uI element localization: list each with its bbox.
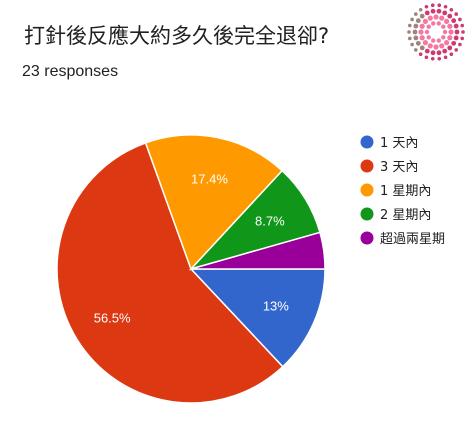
question-title: 打針後反應大約多久後完全退卻? [24, 24, 330, 48]
legend-swatch [360, 231, 374, 245]
pie-slice[interactable] [190, 231, 326, 270]
legend-label: 1 星期內 [380, 184, 431, 199]
legend-swatch [360, 207, 374, 221]
response-count: 23 responses [22, 63, 119, 80]
slice-label: 17.4% [191, 171, 228, 186]
slice-label: 13% [263, 299, 289, 314]
legend-swatch [360, 159, 374, 173]
pie-slice[interactable] [56, 141, 284, 404]
legend-swatch [360, 183, 374, 197]
floral-ring-logo-icon [407, 3, 465, 61]
slice-label: 8.7% [255, 214, 285, 229]
legend-label: 2 星期內 [380, 208, 431, 223]
slice-label: 56.5% [94, 310, 131, 325]
legend-label: 超過兩星期 [380, 232, 445, 247]
legend-label: 1 天內 [380, 136, 418, 151]
pie-slice[interactable] [144, 134, 284, 271]
legend-swatch [360, 135, 374, 149]
pie-slice[interactable] [189, 268, 326, 368]
legend-label: 3 天內 [380, 160, 418, 175]
